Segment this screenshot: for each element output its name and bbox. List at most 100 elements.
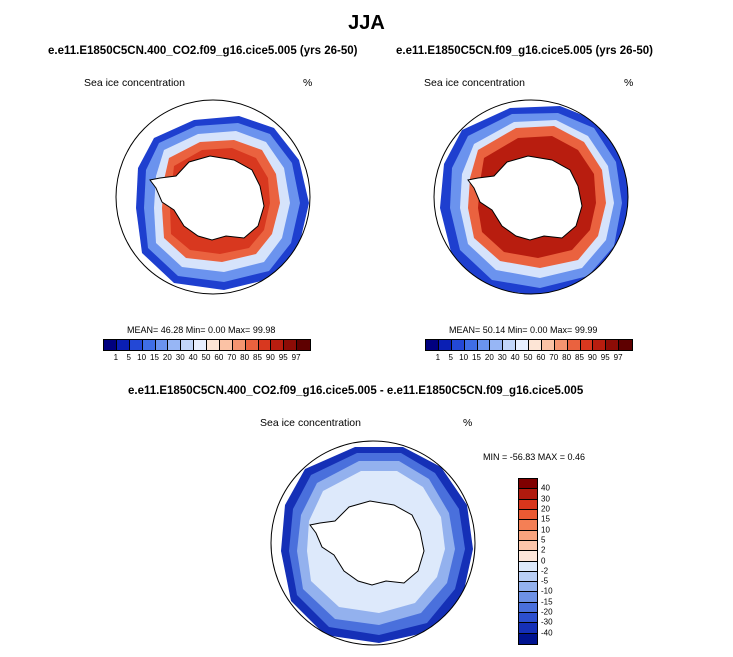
diff-colorbar-tick-label: 40 bbox=[541, 483, 550, 493]
diff-unit-label: % bbox=[463, 417, 473, 429]
left-colorbar-swatch bbox=[116, 340, 130, 350]
left-colorbar-swatch bbox=[219, 340, 233, 350]
right-colorbar-swatch bbox=[451, 340, 465, 350]
left-colorbar-tick-label: 60 bbox=[214, 353, 224, 362]
diff-colorbar-tick-label: 15 bbox=[541, 514, 550, 524]
diff-colorbar bbox=[518, 478, 538, 645]
right-polar-map bbox=[433, 99, 629, 295]
left-colorbar-tick-label: 80 bbox=[240, 353, 250, 362]
diff-colorbar-tick-label: -10 bbox=[541, 586, 553, 596]
left-stats: MEAN= 46.28 Min= 0.00 Max= 99.98 bbox=[127, 325, 276, 335]
left-panel-title: e.e11.E1850C5CN.400_CO2.f09_g16.cice5.00… bbox=[48, 45, 358, 57]
right-colorbar-tick-label: 95 bbox=[600, 353, 610, 362]
diff-colorbar-swatch bbox=[519, 582, 537, 593]
left-colorbar-tick-label: 90 bbox=[265, 353, 275, 362]
diff-colorbar-swatch bbox=[519, 602, 537, 614]
diff-colorbar-swatch bbox=[519, 551, 537, 562]
figure-title: JJA bbox=[348, 12, 385, 34]
right-colorbar-swatch bbox=[567, 340, 581, 350]
left-colorbar-swatch bbox=[168, 340, 182, 350]
right-colorbar-tick-label: 20 bbox=[484, 353, 494, 362]
left-colorbar-tick-label: 70 bbox=[227, 353, 237, 362]
left-colorbar-tick-label: 95 bbox=[278, 353, 288, 362]
left-antarctica bbox=[149, 155, 265, 241]
diff-colorbar-swatch bbox=[519, 479, 537, 490]
diff-colorbar-swatch bbox=[519, 489, 537, 500]
diff-colorbar-swatch bbox=[519, 509, 537, 521]
diff-colorbar-swatch bbox=[519, 499, 537, 510]
diff-colorbar-swatch bbox=[519, 540, 537, 552]
right-colorbar-swatch bbox=[426, 340, 439, 350]
diff-colorbar-tick-label: -5 bbox=[541, 576, 549, 586]
right-colorbar-tick-label: 5 bbox=[448, 353, 453, 362]
right-colorbar-swatch bbox=[529, 340, 542, 350]
left-colorbar-tick-label: 85 bbox=[253, 353, 262, 362]
diff-colorbar-labels: 40 30 20 15 10 5 2 0 -2 -5 -10 -15 -20 -30 -40 bbox=[541, 478, 571, 643]
diff-colorbar-swatch bbox=[519, 571, 537, 583]
diff-colorbar-tick-label: -30 bbox=[541, 617, 553, 627]
diff-colorbar-tick-label: 2 bbox=[541, 545, 546, 555]
left-colorbar-swatch bbox=[271, 340, 285, 350]
diff-colorbar-swatch bbox=[519, 520, 537, 531]
diff-colorbar-swatch bbox=[519, 530, 537, 541]
left-colorbar-swatch bbox=[207, 340, 220, 350]
diff-colorbar-tick-label: -40 bbox=[541, 628, 553, 638]
right-colorbar-tick-label: 15 bbox=[472, 353, 481, 362]
right-variable-label: Sea ice concentration bbox=[424, 77, 525, 89]
right-unit-label: % bbox=[624, 77, 634, 89]
right-colorbar-tick-label: 85 bbox=[575, 353, 584, 362]
right-colorbar-tick-label: 10 bbox=[459, 353, 469, 362]
left-colorbar-swatch bbox=[284, 340, 298, 350]
right-colorbar-swatch bbox=[619, 340, 632, 350]
diff-colorbar-swatch bbox=[519, 592, 537, 603]
right-antarctica bbox=[467, 155, 583, 241]
diff-colorbar-swatch bbox=[519, 633, 537, 644]
left-colorbar-swatch bbox=[129, 340, 143, 350]
right-colorbar-swatch bbox=[464, 340, 478, 350]
diff-colorbar-tick-label: 10 bbox=[541, 525, 550, 535]
right-colorbar-swatch bbox=[541, 340, 555, 350]
left-colorbar-tick-label: 40 bbox=[188, 353, 198, 362]
left-colorbar-tick-label: 97 bbox=[291, 353, 301, 362]
right-colorbar-labels: 1 5 10 15 20 30 40 50 60 70 80 85 90 95 97 bbox=[425, 353, 631, 365]
diff-stats: MIN = -56.83 MAX = 0.46 bbox=[483, 452, 586, 462]
diff-colorbar-tick-label: 5 bbox=[541, 535, 546, 545]
right-colorbar-tick-label: 60 bbox=[536, 353, 546, 362]
left-colorbar-swatch bbox=[194, 340, 207, 350]
right-colorbar-swatch bbox=[580, 340, 594, 350]
left-colorbar-swatch bbox=[155, 340, 169, 350]
right-colorbar-tick-label: 30 bbox=[497, 353, 507, 362]
left-colorbar-tick-label: 1 bbox=[113, 353, 119, 362]
diff-antarctica bbox=[309, 500, 425, 586]
left-colorbar-tick-label: 20 bbox=[162, 353, 172, 362]
diff-variable-label: Sea ice concentration bbox=[260, 417, 361, 429]
right-panel-title: e.e11.E1850C5CN.f09_g16.cice5.005 (yrs 2… bbox=[396, 45, 654, 57]
left-colorbar-swatch bbox=[142, 340, 156, 350]
diff-colorbar-swatch bbox=[519, 613, 537, 624]
right-colorbar-swatch bbox=[477, 340, 491, 350]
diff-colorbar-tick-label: -20 bbox=[541, 607, 553, 617]
right-colorbar-tick-label: 80 bbox=[562, 353, 572, 362]
diff-colorbar-swatch bbox=[519, 623, 537, 634]
left-variable-label: Sea ice concentration bbox=[84, 77, 185, 89]
diff-colorbar-tick-label: 0 bbox=[541, 556, 546, 565]
right-colorbar-swatch bbox=[593, 340, 607, 350]
right-colorbar-tick-label: 40 bbox=[510, 353, 520, 362]
left-colorbar-swatch bbox=[104, 340, 117, 350]
right-colorbar-tick-label: 1 bbox=[435, 353, 441, 362]
right-colorbar-swatch bbox=[438, 340, 452, 350]
left-colorbar-swatch bbox=[258, 340, 272, 350]
left-colorbar-tick-label: 50 bbox=[201, 353, 211, 362]
left-unit-label: % bbox=[303, 77, 313, 89]
left-colorbar-labels: 1 5 10 15 20 30 40 50 60 70 80 85 90 95 97 bbox=[103, 353, 309, 365]
right-colorbar-tick-label: 97 bbox=[613, 353, 623, 362]
right-colorbar-tick-label: 90 bbox=[587, 353, 597, 362]
left-colorbar-swatch bbox=[232, 340, 246, 350]
left-colorbar-tick-label: 15 bbox=[150, 353, 159, 362]
right-colorbar-swatch bbox=[503, 340, 517, 350]
diff-colorbar-tick-label: -2 bbox=[541, 566, 549, 576]
right-colorbar-tick-label: 50 bbox=[523, 353, 533, 362]
diff-colorbar-tick-label: 30 bbox=[541, 494, 550, 504]
diff-colorbar-tick-label: -15 bbox=[541, 597, 553, 607]
right-stats: MEAN= 50.14 Min= 0.00 Max= 99.99 bbox=[449, 325, 598, 335]
